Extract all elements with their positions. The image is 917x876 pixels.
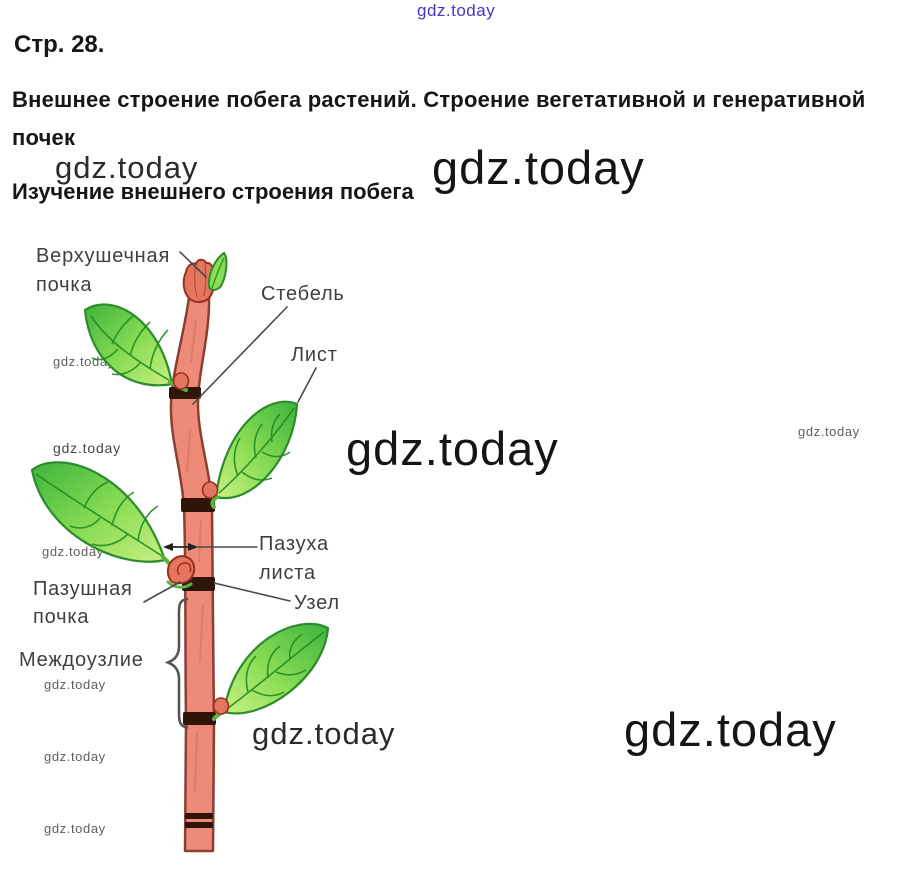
stem-shading [186,319,204,793]
label-leaf: Лист [291,344,338,366]
watermark-small: gdz.today [798,424,860,439]
internode-brace [164,597,189,729]
watermark-medium-left: gdz.today [55,150,199,185]
bud-node-2 [201,481,219,499]
petiole-leaf-middle-right [210,495,219,509]
leaf-lower-left [30,461,167,563]
label-internode: Междоузлие [19,649,144,671]
leaf-bottom-right [222,622,330,715]
leader-axillary-bud [143,581,181,603]
node-band-5a [185,813,213,819]
watermark-small: gdz.today [53,354,115,369]
node-band-1 [169,387,201,399]
leader-apical-bud [179,251,207,278]
leaf-upper-left [83,303,174,387]
leader-lines [143,251,317,603]
node-band-5b [185,822,213,828]
leader-leaf [297,367,317,403]
watermark-small: gdz.today [44,677,106,692]
label-axillary-bud-line1: Пазушная [33,578,133,600]
watermark-medium-bottom: gdz.today [252,716,396,751]
apical-bud-shape [182,258,216,303]
label-apical-bud-line2: почка [36,274,93,296]
label-apical-bud: Верхушечная почка [36,242,170,300]
watermark-big-top: gdz.today [432,141,645,194]
node-band-4 [183,712,216,725]
page-title-line2: почек [12,125,76,150]
leader-node [213,582,291,602]
bud-node-4 [212,697,230,715]
leader-stem [192,306,288,405]
leaf-middle-right [214,400,299,500]
leaf-veins [90,315,170,381]
watermark-small: gdz.today [44,821,106,836]
watermark-big-center: gdz.today [346,422,559,475]
watermark-small: gdz.today [44,749,106,764]
label-leaf-axil-line2: листа [259,562,316,584]
bud-node-1 [172,372,190,390]
watermark-big-bottom-right: gdz.today [624,703,837,756]
watermark-small: gdz.today [53,440,121,456]
node-band-3 [182,577,215,591]
watermark-small: gdz.today [42,544,104,559]
leaf-veins [35,473,163,557]
label-axillary-bud-line2: почка [33,606,90,628]
label-apical-bud-line1: Верхушечная [36,245,171,267]
label-node: Узел [294,592,340,614]
label-leaf-axil-line1: Пазуха [259,533,329,555]
label-leaf-axil: Пазуха листа [259,530,329,588]
axil-arrow [163,543,198,551]
label-stem: Стебель [261,283,345,305]
label-axillary-bud: Пазушная почка [33,575,133,631]
axillary-bud-shape [166,555,196,589]
watermark-top-blue: gdz.today [417,1,496,20]
top-small-leaf [207,251,228,291]
leaf-veins [226,631,325,710]
page-reference: Стр. 28. [14,31,105,58]
leaf-veins [218,407,295,494]
node-band-2 [181,498,215,512]
section-subtitle: Изучение внешнего строения побега [12,179,414,204]
page-title-line1: Внешнее строение побега растений. Строен… [12,87,866,112]
